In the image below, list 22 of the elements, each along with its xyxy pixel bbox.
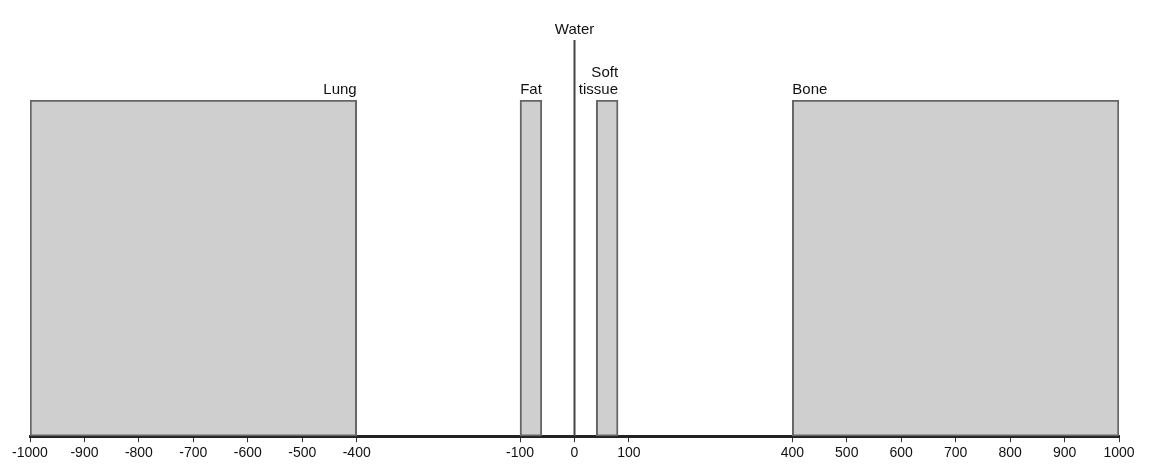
x-tick-label: -1000 [12, 444, 49, 461]
x-tick-label: 400 [780, 444, 805, 461]
x-tick-label: -400 [342, 444, 371, 461]
series-label: Bone [792, 80, 828, 97]
series-label: Fat [520, 80, 543, 97]
x-tick-label: -800 [124, 444, 154, 461]
x-tick-label: 1000 [1103, 444, 1135, 461]
series-label: Soft tissue [578, 63, 619, 97]
x-tick-label: 800 [998, 444, 1022, 461]
ref-line-label: Water [554, 20, 595, 37]
x-tick-label: -100 [506, 444, 535, 461]
x-tick-label: 700 [943, 444, 968, 461]
x-tick-label: -900 [70, 444, 99, 461]
x-tick-label: 600 [889, 444, 914, 461]
x-tick-label: -600 [233, 444, 263, 461]
x-tick-label: 100 [617, 444, 641, 461]
x-tick-label: 900 [1052, 444, 1077, 461]
x-tick-label: 0 [570, 444, 579, 461]
series-label: Lung [323, 80, 357, 97]
x-tick-label: 500 [835, 444, 859, 461]
x-tick-label: -700 [179, 444, 208, 461]
x-tick-label: -500 [288, 444, 317, 461]
